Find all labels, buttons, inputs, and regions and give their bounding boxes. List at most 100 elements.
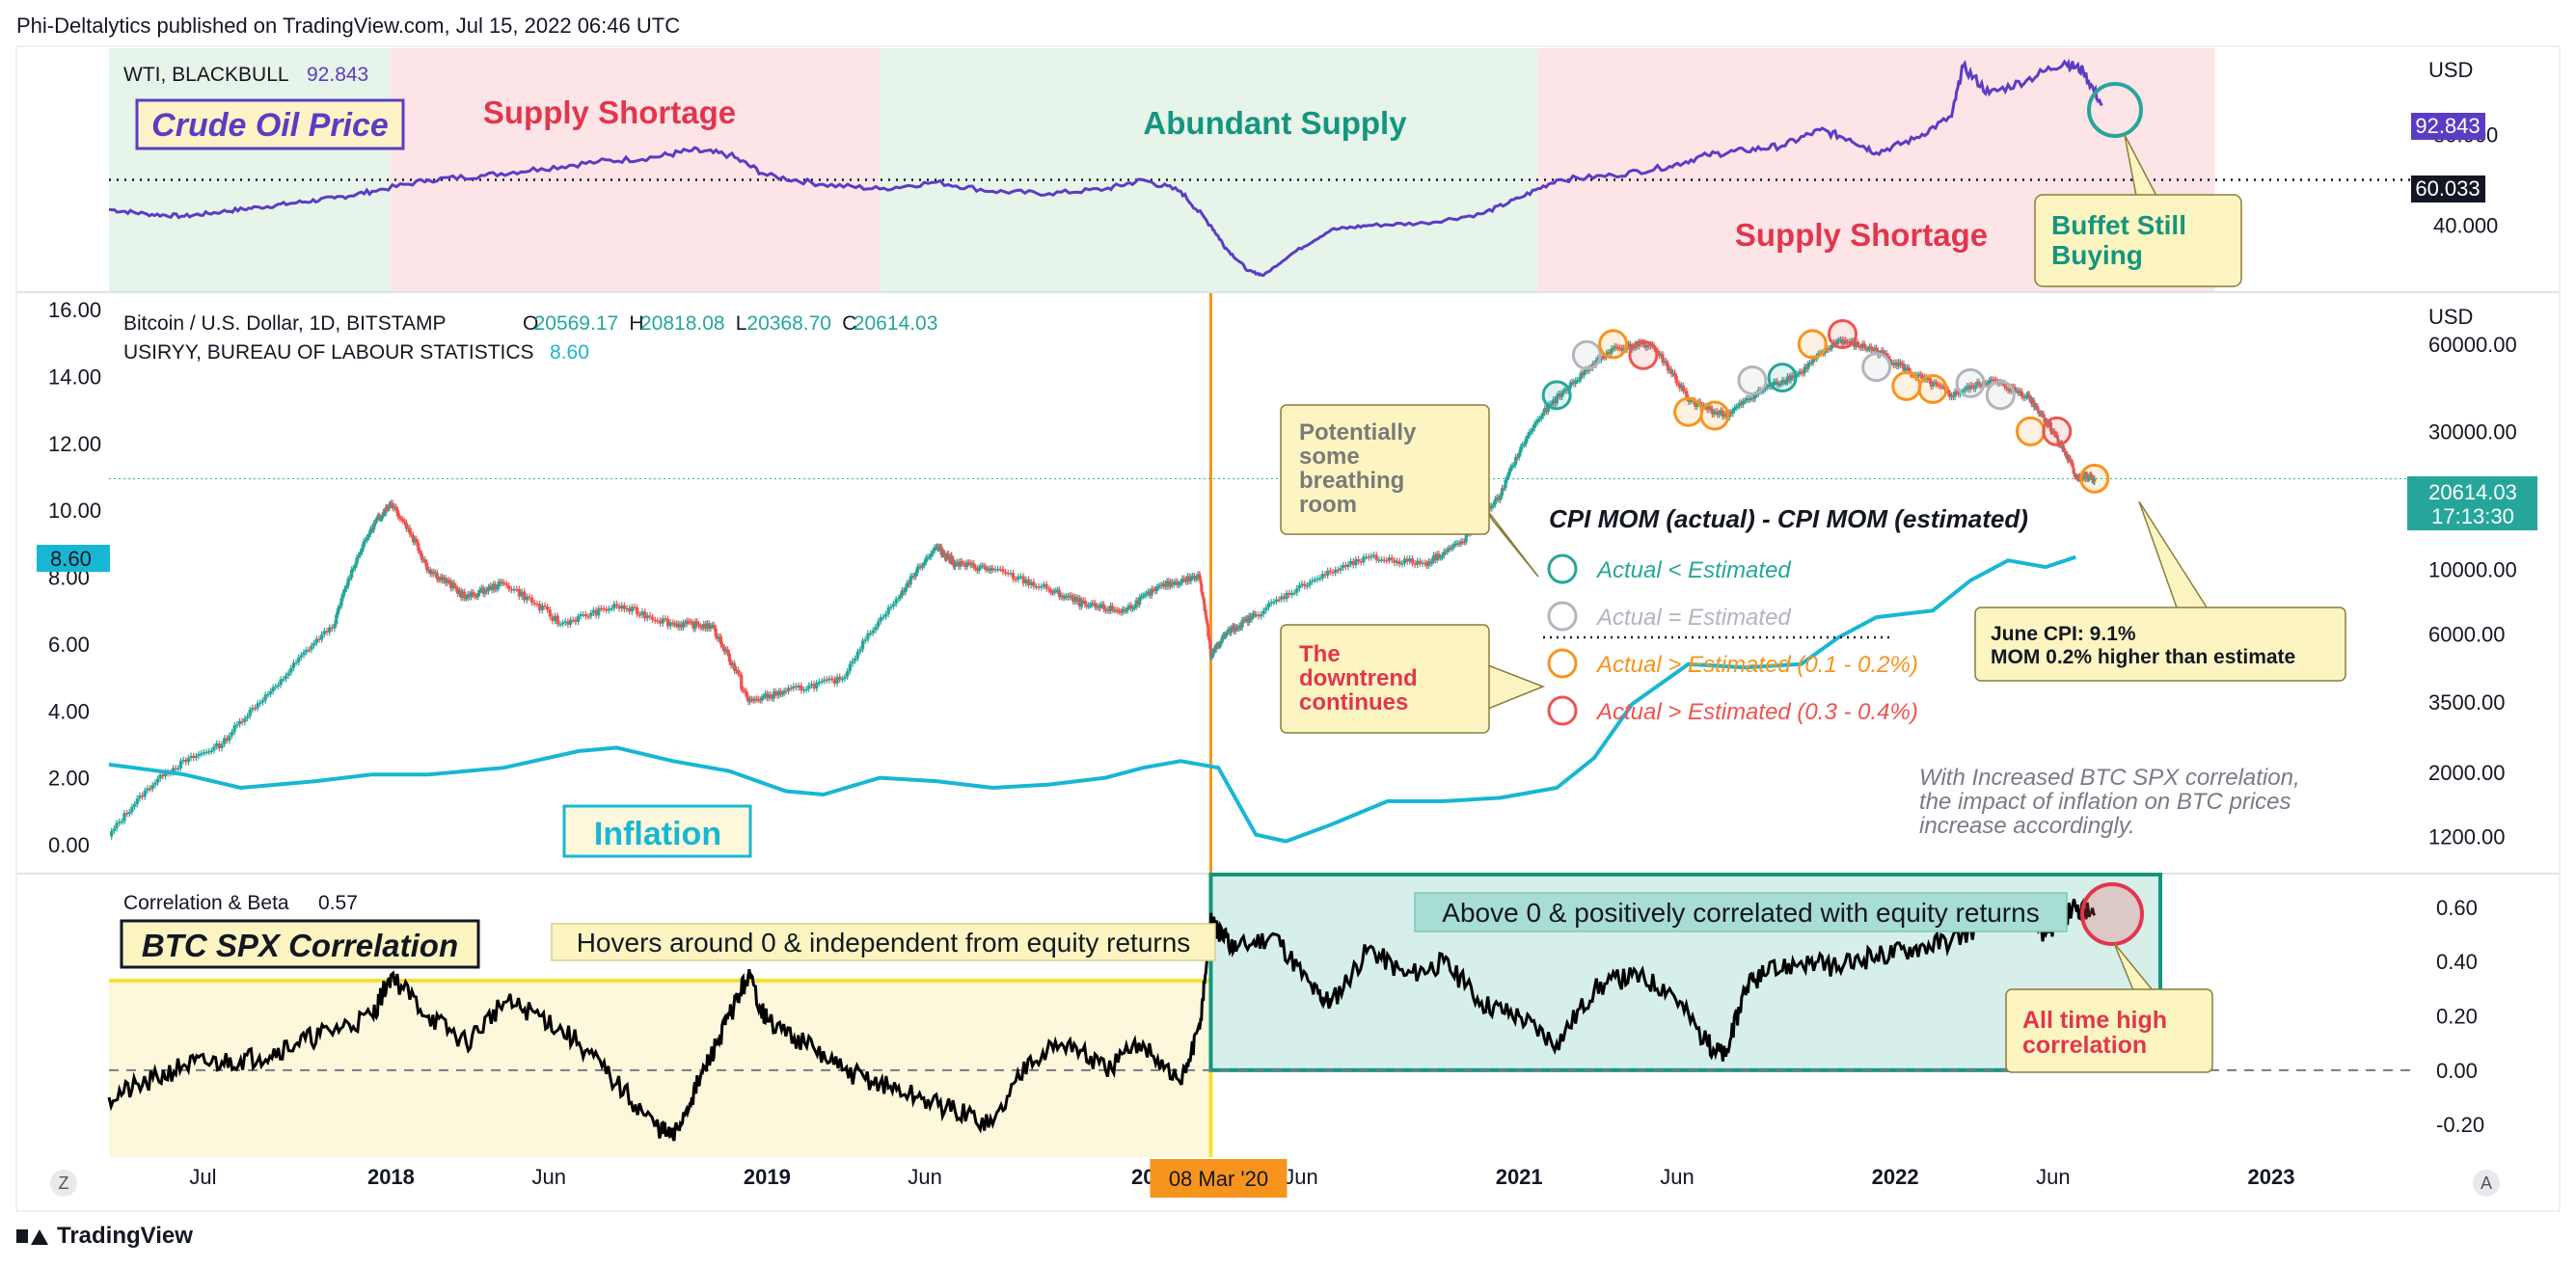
- btc-candle-body: [1274, 599, 1279, 602]
- btc-candle-body: [391, 502, 394, 509]
- btc-candle-body: [1965, 386, 1969, 390]
- btc-candle-body: [908, 576, 912, 585]
- btc-candle-body: [1134, 600, 1138, 607]
- btc-candle-body: [2073, 473, 2076, 476]
- cpi-left-axis-tick: 4.00: [48, 699, 90, 723]
- btc-candle-body: [1034, 586, 1039, 588]
- btc-candle-body: [1116, 609, 1120, 612]
- btc-candle-body: [492, 583, 496, 590]
- btc-candle-body: [738, 673, 742, 675]
- btc-candle-body: [490, 585, 494, 590]
- btc-candle-body: [1557, 393, 1560, 396]
- auto-scale-button[interactable]: A: [2473, 1170, 2500, 1197]
- btc-candle-body: [743, 690, 746, 692]
- btc-candle-body: [724, 649, 728, 652]
- btc-candle-body: [1688, 400, 1693, 402]
- btc-candle-body: [950, 554, 954, 562]
- btc-candle-body: [1510, 465, 1514, 468]
- btc-candle-body: [1811, 358, 1815, 364]
- btc-candle-body: [1377, 559, 1381, 562]
- btc-candle-body: [2002, 382, 2007, 388]
- btc-candle-body: [720, 644, 724, 648]
- cpi-mom-legend-label: Actual > Estimated (0.1 - 0.2%): [1595, 652, 1918, 678]
- btc-candle-body: [266, 693, 270, 696]
- btc-candle-body: [1920, 375, 1925, 380]
- btc-legend-l-label: L: [736, 312, 747, 335]
- btc-candle-body: [1071, 596, 1075, 602]
- btc-candle-body: [393, 506, 396, 509]
- btc-candle-body: [1216, 645, 1220, 647]
- btc-candle-body: [284, 675, 288, 680]
- btc-candle-body: [271, 687, 275, 691]
- btc-candle-body: [1331, 572, 1335, 574]
- btc-candle-body: [855, 651, 859, 659]
- btc-candle-body: [685, 620, 689, 625]
- btc-axis-tick: 6000.00: [2428, 622, 2506, 646]
- btc-candle-body: [1292, 592, 1296, 595]
- tradingview-brand[interactable]: TradingView: [16, 1223, 193, 1250]
- btc-candle-body: [1748, 398, 1752, 400]
- btc-candle-body: [1678, 384, 1682, 389]
- btc-legend-name: Bitcoin / U.S. Dollar, 1D, BITSTAMP: [123, 312, 447, 335]
- btc-candle-body: [605, 608, 609, 611]
- btc-candle-body: [528, 596, 531, 599]
- btc-candle-body: [854, 658, 857, 661]
- btc-candle-body: [1683, 391, 1687, 392]
- btc-candle-body: [891, 604, 896, 607]
- btc-candle-body: [832, 679, 836, 684]
- btc-axis-tick: 10000.00: [2428, 558, 2517, 582]
- zoom-toggle-button[interactable]: Z: [50, 1170, 77, 1197]
- btc-candle-body: [1543, 407, 1547, 414]
- btc-candle-body: [1282, 596, 1287, 600]
- btc-candle-body: [507, 585, 511, 590]
- june-cpi-box: [1974, 607, 2346, 682]
- june-cpi-pointer: [2138, 500, 2210, 611]
- june-cpi-line1: June CPI: 9.1%: [1991, 623, 2136, 645]
- btc-candle-body: [2081, 475, 2085, 478]
- time-axis-tick: 2023: [2248, 1165, 2295, 1189]
- btc-candle-body: [1308, 581, 1312, 586]
- btc-candle-body: [1979, 385, 1983, 388]
- btc-legend-h-label: H: [629, 312, 643, 335]
- btc-candle-body: [965, 562, 969, 567]
- btc-candle-body: [1568, 382, 1572, 389]
- btc-candle-body: [1694, 401, 1697, 407]
- btc-candle-body: [640, 611, 644, 615]
- btc-candle-body: [1221, 635, 1225, 640]
- btc-candle-body: [1048, 589, 1053, 593]
- btc-candle-body: [163, 771, 168, 777]
- btc-candle-body: [525, 596, 529, 601]
- btc-candle-body: [1784, 382, 1788, 384]
- btc-candle-body: [1259, 614, 1263, 617]
- btc-candle-body: [691, 623, 695, 630]
- btc-candle-body: [758, 699, 762, 702]
- btc-candle-body: [1679, 385, 1684, 389]
- btc-candle-body: [939, 547, 943, 555]
- cpi-marker-red: [2042, 416, 2073, 446]
- btc-candle-body: [2015, 390, 2019, 392]
- btc-candle-body: [1565, 389, 1569, 391]
- btc-candle-body: [1318, 578, 1322, 580]
- btc-candle-body: [1745, 398, 1749, 401]
- btc-candle-body: [812, 684, 816, 689]
- cpi-marker-orange: [1797, 329, 1828, 360]
- btc-candle-body: [1552, 399, 1556, 404]
- btc-candle-body: [1240, 619, 1244, 628]
- btc-legend-o-value: 20569.17: [534, 312, 619, 335]
- btc-candle-body: [1862, 343, 1866, 348]
- btc-candle-body: [1326, 570, 1330, 576]
- btc-candle-body: [415, 538, 419, 544]
- btc-candle-body: [553, 615, 557, 622]
- btc-candle-body: [1064, 596, 1069, 598]
- btc-candle-body: [879, 617, 882, 622]
- btc-candle-body: [625, 607, 629, 610]
- btc-axis-tick: 1200.00: [2428, 824, 2506, 849]
- btc-candle-body: [1382, 559, 1386, 561]
- time-axis-tick: Jun: [531, 1165, 565, 1189]
- btc-candle-body: [1100, 604, 1104, 607]
- btc-axis-unit: USD: [2428, 305, 2473, 329]
- btc-candle-body: [602, 607, 606, 610]
- corr-ath-box: [2005, 988, 2213, 1073]
- inflation-box: [562, 804, 752, 858]
